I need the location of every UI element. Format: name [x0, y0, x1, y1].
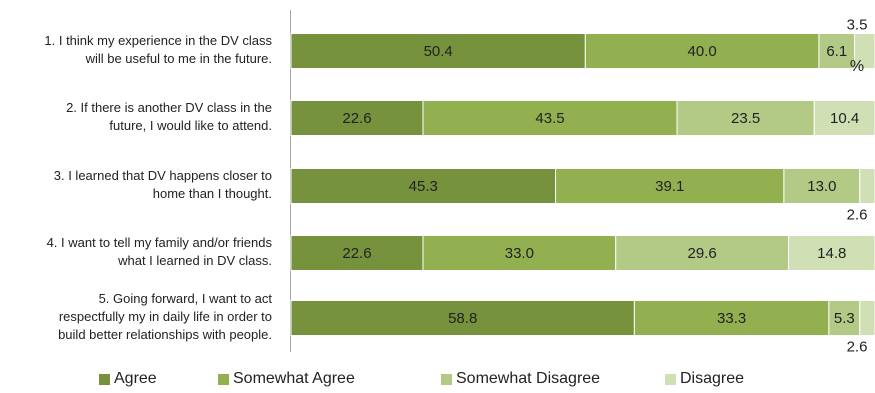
category-label: 2. If there is another DV class in the f… [66, 100, 272, 133]
bar-segment [633, 300, 830, 336]
data-label: 10.4 [830, 110, 859, 127]
data-label: 22.6 [342, 110, 371, 127]
bar-segment [859, 300, 875, 336]
legend-swatch [441, 373, 452, 385]
data-label: 29.6 [688, 245, 717, 262]
data-label: 3.5 [847, 17, 868, 34]
data-label: 33.0 [505, 245, 534, 262]
data-label: 50.4 [424, 43, 453, 60]
data-label: 23.5 [731, 110, 760, 127]
data-label: 45.3 [409, 178, 438, 195]
legend-item: Disagree [665, 370, 744, 388]
data-label: 2.6 [847, 207, 868, 224]
legend-item: Somewhat Disagree [441, 370, 600, 388]
bar-segment [813, 100, 875, 136]
legend-swatch [99, 373, 110, 385]
chart-legend: Agree Somewhat Agree Somewhat Disagree Disa… [0, 370, 875, 392]
data-label: 6.1 [826, 43, 847, 60]
bar-segment [584, 33, 820, 69]
category-label: 4. I want to tell my family and/or frien… [46, 235, 272, 268]
bar-segment [290, 168, 557, 204]
legend-swatch [218, 373, 229, 385]
data-label: 39.1 [655, 178, 684, 195]
category-label: 3. I learned that DV happens closer to h… [53, 168, 272, 201]
bar-segment [555, 168, 785, 204]
legend-label: Somewhat Disagree [456, 370, 601, 387]
bar-segment [676, 100, 815, 136]
category-label: 1. I think my experience in the DV class… [44, 33, 272, 66]
bar-segment [422, 100, 678, 136]
bar-segment [788, 235, 875, 271]
bar-segment [818, 33, 856, 69]
bar-segment [290, 33, 586, 69]
legend-item: Somewhat Agree [218, 370, 355, 388]
data-label: 2.6 [847, 339, 868, 356]
legend-label: Disagree [680, 370, 745, 387]
bar-segment [422, 235, 617, 271]
bar-segment [290, 100, 424, 136]
data-label: 33.3 [717, 310, 746, 327]
data-label: 22.6 [342, 245, 371, 262]
data-label: 13.0 [807, 178, 836, 195]
data-label: 58.8 [448, 310, 477, 327]
legend-swatch [665, 373, 676, 385]
bar-segment [859, 168, 875, 204]
bar-segment [828, 300, 861, 336]
percent-unit-label: % [850, 58, 864, 75]
data-label: 40.0 [688, 43, 717, 60]
legend-label: Agree [114, 370, 157, 387]
data-label: 5.3 [834, 310, 855, 327]
legend-item: Agree [99, 370, 157, 388]
legend-label: Somewhat Agree [233, 370, 355, 387]
data-label: 14.8 [817, 245, 846, 262]
data-label: 43.5 [535, 110, 564, 127]
category-label: 5. Going forward, I want to act respectf… [58, 291, 272, 342]
